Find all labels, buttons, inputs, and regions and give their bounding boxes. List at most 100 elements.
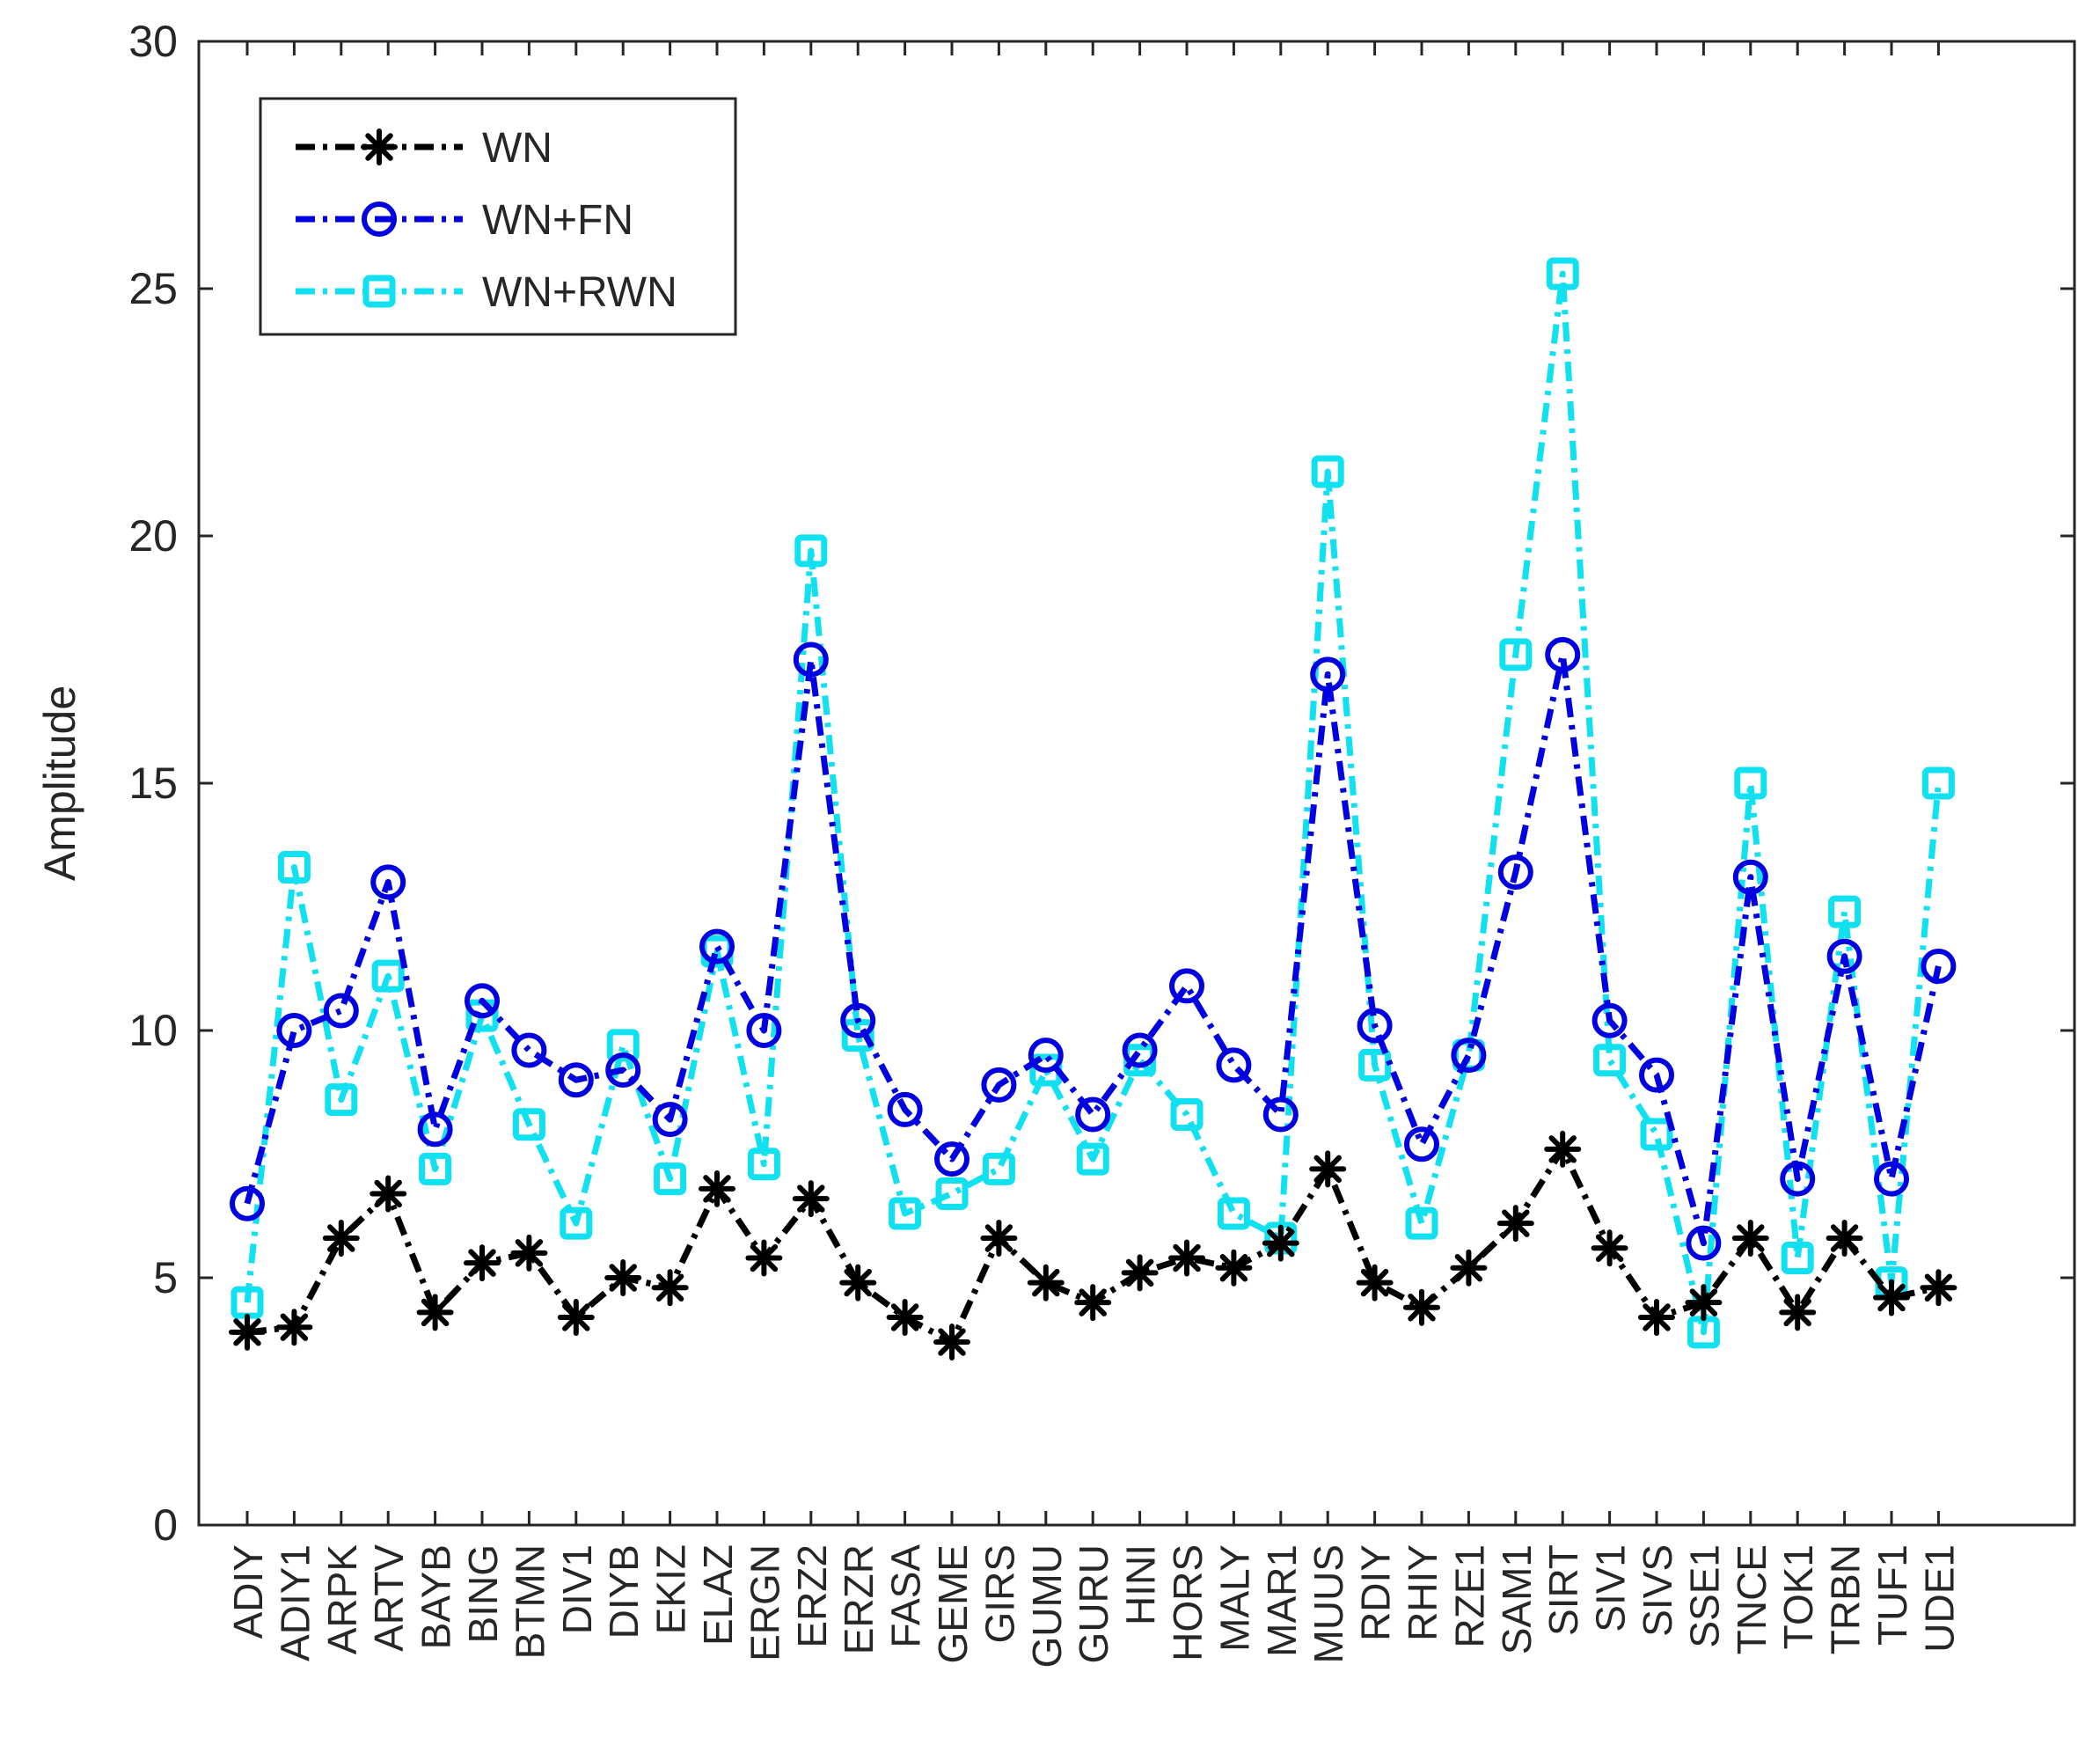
- data-point: [1780, 1161, 1816, 1197]
- y-tick-label: 30: [128, 17, 178, 66]
- data-point: [1356, 1264, 1394, 1302]
- data-point: [1781, 1242, 1814, 1275]
- x-tick-label: GURU: [1071, 1544, 1116, 1663]
- series-wn: [229, 1130, 1957, 1361]
- data-point: [606, 1029, 640, 1062]
- data-point: [1074, 1284, 1112, 1322]
- data-point: [1357, 1008, 1393, 1044]
- x-tick-label: ARTV: [366, 1544, 412, 1652]
- data-point: [745, 1239, 783, 1277]
- y-tick-label: 5: [153, 1253, 178, 1302]
- x-tick-label: SAM1: [1494, 1544, 1540, 1654]
- data-point: [1921, 948, 1957, 984]
- data-point: [933, 1324, 970, 1361]
- data-point: [277, 851, 311, 884]
- y-tick-label: 10: [128, 1006, 178, 1055]
- data-point: [1122, 1032, 1158, 1068]
- data-point: [464, 1244, 501, 1282]
- data-point: [839, 1264, 877, 1302]
- data-point: [1732, 859, 1768, 895]
- data-point: [654, 1162, 687, 1196]
- series-layer: [229, 257, 1957, 1361]
- data-point: [1168, 1239, 1205, 1277]
- data-point: [1826, 1220, 1863, 1258]
- data-point: [793, 642, 829, 678]
- x-tick-label: MUUS: [1306, 1544, 1351, 1663]
- data-point: [1028, 1038, 1064, 1074]
- data-point: [1779, 1294, 1817, 1331]
- data-point: [794, 534, 828, 568]
- data-point: [1169, 968, 1204, 1004]
- x-tick-label: GIRS: [977, 1544, 1022, 1643]
- x-tick-label: TNCE: [1729, 1544, 1774, 1654]
- data-point: [1685, 1284, 1723, 1322]
- x-tick-label: TUF1: [1870, 1544, 1915, 1646]
- data-point: [322, 1220, 360, 1258]
- data-point: [1075, 1096, 1111, 1133]
- x-tick-label: BAYB: [413, 1544, 459, 1649]
- data-point: [1262, 1096, 1299, 1133]
- data-point: [370, 1175, 407, 1213]
- data-point: [699, 928, 735, 964]
- data-point: [1686, 1225, 1722, 1261]
- series-wn-fn: [230, 636, 1957, 1261]
- data-point: [605, 1052, 641, 1088]
- data-point: [1311, 455, 1344, 488]
- data-point: [1593, 1044, 1627, 1077]
- legend-entry: WN+RWN: [296, 269, 677, 316]
- y-tick-label: 15: [128, 759, 178, 808]
- x-tick-label: SIRT: [1540, 1544, 1586, 1636]
- y-tick-label: 20: [128, 511, 178, 561]
- data-point: [1591, 1229, 1628, 1267]
- data-point: [1403, 1288, 1440, 1326]
- data-point: [1170, 1098, 1204, 1132]
- x-tick-label: RDIY: [1353, 1544, 1399, 1641]
- x-tick-label: MAR1: [1259, 1544, 1305, 1657]
- data-point: [1920, 1269, 1957, 1307]
- data-point: [1639, 1057, 1674, 1093]
- x-tick-label: ERZ2: [789, 1544, 835, 1648]
- data-point: [1405, 1206, 1438, 1240]
- legend-marker: [362, 275, 396, 308]
- x-tick-label: SIVS: [1635, 1544, 1680, 1637]
- data-point: [417, 1111, 453, 1148]
- data-point: [980, 1220, 1018, 1258]
- data-point: [746, 1013, 782, 1048]
- data-point: [889, 1197, 922, 1230]
- x-tick-label: ADIY1: [272, 1544, 318, 1661]
- data-point: [699, 1170, 735, 1207]
- series-line: [244, 651, 1942, 1247]
- data-point: [1544, 1130, 1582, 1168]
- data-point: [1451, 1038, 1487, 1074]
- data-point: [1499, 638, 1533, 671]
- data-point: [1262, 1224, 1299, 1262]
- x-tick-label: RZE1: [1446, 1544, 1492, 1648]
- data-point: [1217, 1197, 1250, 1230]
- x-tick-label: EKIZ: [648, 1544, 694, 1634]
- data-point: [1734, 766, 1767, 800]
- data-point: [887, 1091, 923, 1127]
- data-point: [1921, 766, 1955, 800]
- data-point: [1591, 1002, 1628, 1038]
- data-point: [1546, 257, 1579, 290]
- y-axis-ticks: 0 5 10 15 20 25 30: [128, 17, 2074, 1550]
- data-point: [558, 1062, 594, 1098]
- data-point: [840, 1002, 876, 1038]
- data-point: [557, 1298, 595, 1336]
- x-tick-label: MALY: [1211, 1544, 1257, 1652]
- data-point: [1873, 1279, 1910, 1316]
- data-point: [465, 983, 500, 1019]
- x-tick-label: SSE1: [1681, 1544, 1727, 1648]
- data-point: [512, 1108, 545, 1141]
- data-point: [1121, 1254, 1159, 1292]
- legend-marker: [362, 202, 397, 237]
- data-point: [371, 959, 405, 993]
- x-tick-label: BTMN: [507, 1544, 552, 1659]
- data-point: [1215, 1249, 1253, 1287]
- legend-label: WN: [482, 125, 552, 172]
- legend-label: WN+FN: [482, 197, 633, 244]
- data-point: [747, 1148, 780, 1181]
- data-point: [1450, 1249, 1488, 1287]
- data-point: [416, 1294, 454, 1331]
